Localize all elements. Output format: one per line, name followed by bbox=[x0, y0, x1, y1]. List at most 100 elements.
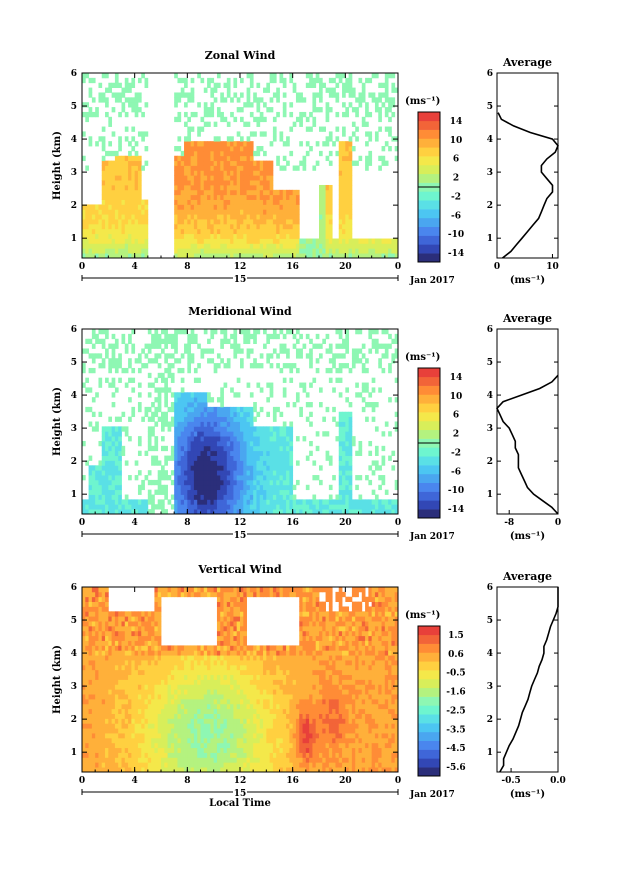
heatmap-cell bbox=[378, 504, 382, 510]
heatmap-cell bbox=[128, 377, 132, 383]
heatmap-cell bbox=[128, 150, 132, 157]
heatmap-cell bbox=[174, 650, 178, 656]
heatmap-cell bbox=[114, 436, 119, 442]
heatmap-cell bbox=[180, 387, 185, 393]
heatmap-cell bbox=[85, 606, 89, 612]
heatmap-cell bbox=[151, 645, 155, 651]
heatmap-cell bbox=[259, 184, 264, 191]
heatmap-cell bbox=[124, 733, 129, 739]
heatmap-cell bbox=[137, 184, 142, 191]
heatmap-cell bbox=[249, 175, 254, 181]
heatmap-cell bbox=[111, 479, 116, 486]
heatmap-cell bbox=[134, 630, 139, 637]
heatmap-cell bbox=[131, 669, 136, 676]
heatmap-cell bbox=[253, 228, 257, 235]
heatmap-cell bbox=[197, 165, 201, 171]
heatmap-cell bbox=[91, 509, 96, 515]
heatmap-cell bbox=[108, 728, 113, 734]
heatmap-cell bbox=[157, 363, 162, 369]
heatmap-cell bbox=[180, 243, 185, 249]
heatmap-cell bbox=[342, 243, 346, 249]
heatmap-cell bbox=[88, 228, 93, 235]
heatmap-cell bbox=[111, 484, 116, 491]
heatmap-cell bbox=[207, 194, 211, 200]
heatmap-cell bbox=[279, 189, 284, 196]
heatmap-cell bbox=[161, 674, 165, 680]
heatmap-cell bbox=[322, 141, 326, 147]
heatmap-cell bbox=[216, 111, 221, 118]
heatmap-cell bbox=[223, 426, 228, 432]
heatmap-cell bbox=[118, 445, 122, 452]
heatmap-cell bbox=[134, 233, 139, 239]
heatmap-cell bbox=[319, 97, 323, 103]
heatmap-cell bbox=[101, 199, 106, 205]
heatmap-cell bbox=[85, 504, 89, 510]
heatmap-cell bbox=[114, 737, 119, 744]
heatmap-cell bbox=[121, 233, 126, 239]
heatmap-cell bbox=[289, 455, 294, 461]
heatmap-cell bbox=[177, 146, 182, 152]
heatmap-cell bbox=[338, 450, 343, 456]
heatmap-cell bbox=[128, 436, 132, 442]
heatmap-cell bbox=[105, 679, 109, 685]
heatmap-cell bbox=[210, 150, 215, 157]
heatmap-cell bbox=[128, 180, 132, 186]
heatmap-cell bbox=[141, 698, 145, 705]
heatmap-cell bbox=[368, 92, 373, 98]
heatmap-cell bbox=[295, 194, 300, 200]
heatmap-cell bbox=[269, 184, 274, 191]
heatmap-cell bbox=[207, 233, 211, 239]
heatmap-cell bbox=[230, 136, 234, 142]
heatmap-cell bbox=[190, 219, 195, 225]
heatmap-cell bbox=[190, 440, 195, 447]
heatmap-cell bbox=[256, 489, 261, 495]
heatmap-cell bbox=[111, 728, 116, 734]
heatmap-cell bbox=[223, 223, 228, 230]
heatmap-cell bbox=[128, 475, 132, 481]
heatmap-cell bbox=[249, 484, 254, 491]
heatmap-cell bbox=[157, 728, 162, 734]
heatmap-cell bbox=[114, 431, 119, 437]
heatmap-cell bbox=[197, 209, 201, 215]
heatmap-cell bbox=[319, 107, 323, 113]
heatmap-cell bbox=[381, 248, 386, 254]
heatmap-cell bbox=[269, 73, 274, 79]
heatmap-cell bbox=[381, 431, 386, 437]
heatmap-cell bbox=[233, 199, 238, 205]
heatmap-cell bbox=[286, 199, 290, 205]
heatmap-cell bbox=[91, 611, 96, 617]
heatmap-cell bbox=[345, 111, 350, 118]
heatmap-cell bbox=[170, 479, 175, 486]
heatmap-cell bbox=[269, 499, 274, 505]
heatmap-cell bbox=[144, 160, 149, 166]
heatmap-cell bbox=[141, 621, 145, 627]
heatmap-cell bbox=[88, 723, 93, 729]
heatmap-cell bbox=[325, 184, 330, 191]
heatmap-cell bbox=[197, 504, 201, 510]
heatmap-cell bbox=[348, 87, 353, 93]
heatmap-cell bbox=[263, 160, 267, 166]
heatmap-cell bbox=[174, 155, 178, 162]
heatmap-cell bbox=[134, 762, 139, 768]
heatmap-cell bbox=[289, 111, 294, 118]
heatmap-cell bbox=[259, 426, 264, 432]
heatmap-cell bbox=[325, 136, 330, 142]
heatmap-cell bbox=[305, 504, 310, 510]
heatmap-cell bbox=[131, 165, 136, 171]
heatmap-cell bbox=[223, 363, 228, 369]
heatmap-cell bbox=[95, 655, 99, 661]
heatmap-cell bbox=[253, 243, 257, 249]
heatmap-cell bbox=[114, 465, 119, 471]
heatmap-cell bbox=[338, 194, 343, 200]
heatmap-cell bbox=[210, 111, 215, 118]
heatmap-cell bbox=[368, 392, 373, 398]
heatmap-cell bbox=[177, 233, 182, 239]
heatmap-cell bbox=[161, 509, 165, 515]
heatmap-cell bbox=[108, 630, 113, 637]
heatmap-cell bbox=[144, 703, 149, 710]
heatmap-cell bbox=[174, 767, 178, 773]
heatmap-cell bbox=[200, 209, 205, 215]
heatmap-cell bbox=[272, 411, 277, 418]
heatmap-cell bbox=[246, 465, 251, 471]
heatmap-cell bbox=[134, 209, 139, 215]
